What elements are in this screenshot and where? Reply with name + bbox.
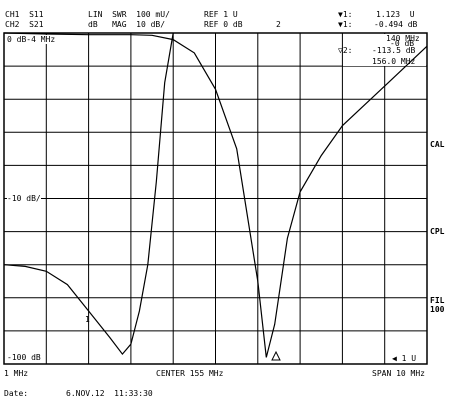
softkey-fil[interactable]: FIL [430,296,445,305]
marker2-freq: 156.0 MHz [372,57,416,66]
ch1-format: LIN SWR 100 mU/ [88,10,170,19]
trace-2 [3,32,428,358]
softkey-fil-value[interactable]: 100 [430,305,445,314]
marker2-label: ▽2: [338,46,353,55]
marker1-value: 1.123 U [376,10,415,19]
softkey-cal[interactable]: CAL [430,140,445,149]
ch1-ref: REF 1 U [204,10,238,19]
mid-ref-label: -10 dB/ [7,194,41,203]
trace-1 [3,32,174,356]
softkey-cpl[interactable]: CPL [430,227,445,236]
ch2-format: dB MAG 10 dB/ [88,20,166,29]
marker1-label: ▼1: [338,10,353,19]
ch1-label: CH1 S11 [5,10,44,19]
date-label: Date: [4,389,29,398]
marker-box-sub: -0 dB [390,39,415,48]
marker-ref-arrow: ◀ 1 U [392,354,417,363]
date-value: 6.NOV.12 11:33:30 [66,389,153,398]
marker-2 [271,350,281,361]
marker-1: 1 [85,315,90,324]
marker2-value: -113.5 dB [372,46,416,55]
start-frequency: 1 MHz [4,369,29,378]
svg-text:1: 1 [85,315,90,324]
marker-box-top: 140 MHz [386,34,420,43]
span-frequency: SPAN 10 MHz [372,369,425,378]
ref-marker-2: 2 [276,20,281,29]
ch2-label: CH2 S21 [5,20,44,29]
bottom-ref-label: -100 dB [7,353,41,362]
marker1-sub-label: ▼1: [338,20,353,29]
center-frequency: CENTER 155 MHz [156,369,224,378]
grid [3,32,428,365]
top-ref-label: 0 dB-4 MHz [7,35,56,44]
ch2-ref: REF 0 dB [204,20,243,29]
marker1-value-ch2: -0.494 dB [374,20,418,29]
